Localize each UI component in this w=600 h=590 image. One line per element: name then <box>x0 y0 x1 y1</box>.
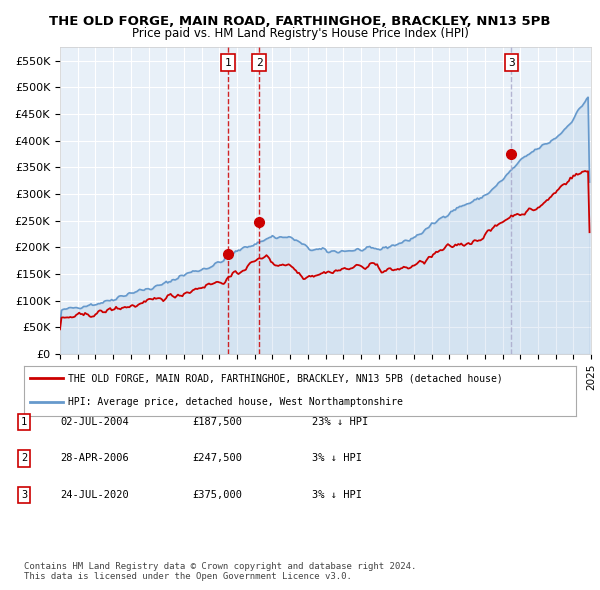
Text: 3% ↓ HPI: 3% ↓ HPI <box>312 490 362 500</box>
Text: 3: 3 <box>21 490 27 500</box>
Text: 2: 2 <box>256 58 263 67</box>
Text: 3: 3 <box>508 58 515 67</box>
Text: 28-APR-2006: 28-APR-2006 <box>60 454 129 463</box>
Text: THE OLD FORGE, MAIN ROAD, FARTHINGHOE, BRACKLEY, NN13 5PB (detached house): THE OLD FORGE, MAIN ROAD, FARTHINGHOE, B… <box>68 373 503 384</box>
Text: 3% ↓ HPI: 3% ↓ HPI <box>312 454 362 463</box>
Text: £375,000: £375,000 <box>192 490 242 500</box>
Text: THE OLD FORGE, MAIN ROAD, FARTHINGHOE, BRACKLEY, NN13 5PB: THE OLD FORGE, MAIN ROAD, FARTHINGHOE, B… <box>49 15 551 28</box>
Text: HPI: Average price, detached house, West Northamptonshire: HPI: Average price, detached house, West… <box>68 397 403 407</box>
Text: £187,500: £187,500 <box>192 417 242 427</box>
Text: £247,500: £247,500 <box>192 454 242 463</box>
Text: 2: 2 <box>21 454 27 463</box>
Text: 02-JUL-2004: 02-JUL-2004 <box>60 417 129 427</box>
Text: 23% ↓ HPI: 23% ↓ HPI <box>312 417 368 427</box>
Text: 1: 1 <box>21 417 27 427</box>
Text: 1: 1 <box>225 58 232 67</box>
Text: Price paid vs. HM Land Registry's House Price Index (HPI): Price paid vs. HM Land Registry's House … <box>131 27 469 40</box>
Text: Contains HM Land Registry data © Crown copyright and database right 2024.
This d: Contains HM Land Registry data © Crown c… <box>24 562 416 581</box>
Text: 24-JUL-2020: 24-JUL-2020 <box>60 490 129 500</box>
